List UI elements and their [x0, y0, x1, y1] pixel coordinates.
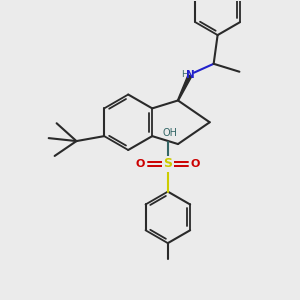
- Text: OH: OH: [162, 128, 177, 138]
- Text: S: S: [163, 158, 172, 170]
- Text: N: N: [187, 70, 195, 80]
- Text: H: H: [182, 70, 188, 79]
- Text: O: O: [135, 159, 145, 169]
- Polygon shape: [178, 75, 192, 101]
- Text: O: O: [191, 159, 200, 169]
